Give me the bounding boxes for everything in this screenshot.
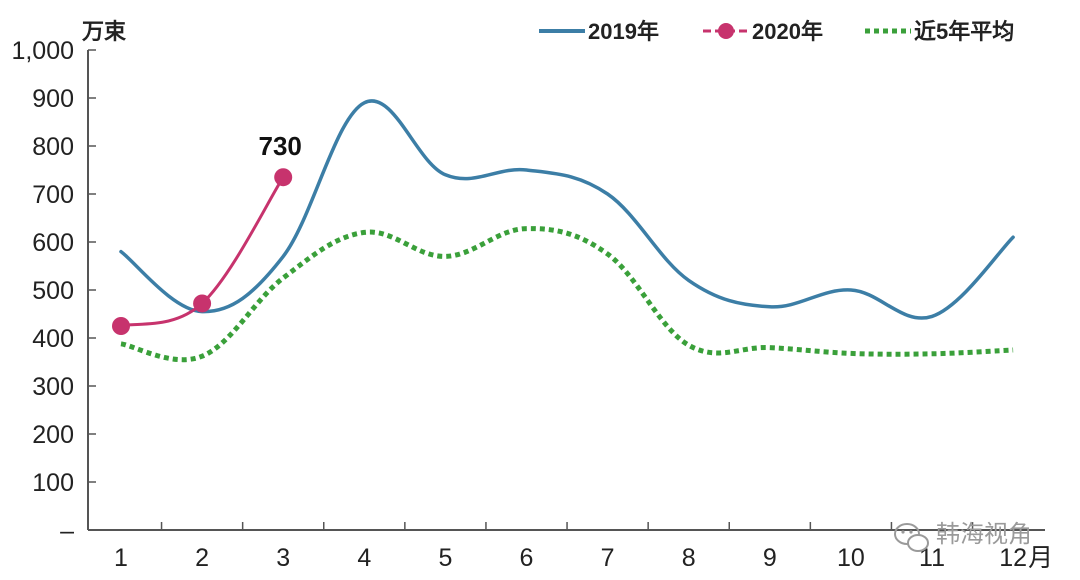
wechat-icon (894, 523, 929, 552)
series-marker-1 (274, 168, 293, 187)
y-tick-label: 900 (32, 85, 74, 113)
y-tick-label: 500 (32, 277, 74, 305)
watermark-text: 韩海视角 (936, 520, 1032, 548)
y-tick-label: 700 (32, 181, 74, 209)
x-tick-label: 1 (114, 544, 128, 572)
x-tick-label: 5 (438, 544, 452, 572)
y-tick-label: 300 (32, 373, 74, 401)
data-labels: 730 (259, 131, 302, 161)
watermark: 韩海视角 (894, 520, 1032, 552)
x-tick-label: 6 (520, 544, 534, 572)
y-tick-label: 1,000 (11, 37, 74, 65)
y-tick-label: 100 (32, 469, 74, 497)
series-marker-1 (193, 294, 212, 313)
x-unit-suffix: 月 (1028, 544, 1053, 572)
series-line-0 (119, 99, 1015, 320)
y-tick-label: – (60, 517, 74, 545)
legend-label: 2019年 (588, 19, 659, 44)
x-tick-label: 4 (357, 544, 371, 572)
x-tick-label: 12 (999, 544, 1027, 572)
legend-item: 2019年 (539, 19, 659, 44)
x-tick-label: 3 (276, 544, 290, 572)
legend-item: 近5年平均 (865, 19, 1014, 44)
legend-marker (718, 23, 734, 39)
y-tick-label: 200 (32, 421, 74, 449)
y-unit-label: 万束 (81, 19, 127, 44)
legend: 2019年 2020年 近5年平均 (539, 19, 1014, 44)
x-tick-label: 2 (195, 544, 209, 572)
legend-label: 近5年平均 (914, 19, 1014, 44)
y-tick-label: 600 (32, 229, 74, 257)
x-tick-label: 7 (601, 544, 615, 572)
legend-item: 2020年 (703, 19, 823, 44)
y-tick-label: 800 (32, 133, 74, 161)
y-tick-label: 400 (32, 325, 74, 353)
data-label: 730 (259, 131, 302, 161)
series-marker-1 (112, 317, 130, 335)
x-tick-label: 9 (763, 544, 777, 572)
series-layer (112, 99, 1015, 363)
x-tick-label: 10 (837, 544, 865, 572)
x-tick-label: 8 (682, 544, 696, 572)
series-line-2 (120, 226, 1014, 363)
legend-label: 2020年 (752, 19, 823, 44)
